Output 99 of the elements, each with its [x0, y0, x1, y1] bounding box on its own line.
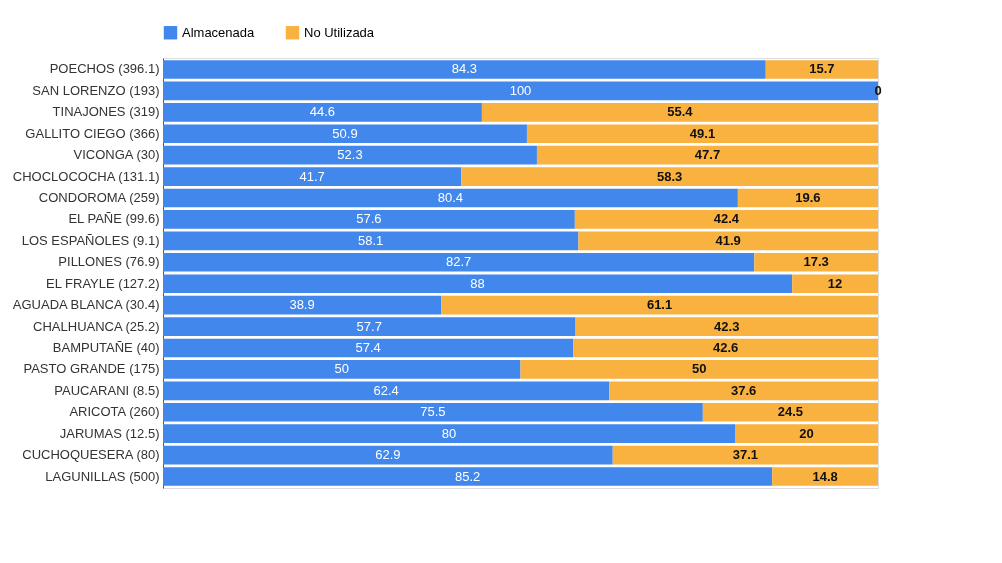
data-label: 20: [799, 425, 814, 441]
bar: [163, 124, 527, 144]
data-label: 57.6: [356, 211, 382, 227]
y-tick-label: CHALHUANCA (25.2): [33, 318, 160, 334]
data-label: 88: [470, 275, 485, 291]
bar: [163, 317, 576, 336]
data-label: 42.6: [713, 339, 739, 355]
bar: [735, 424, 878, 444]
data-label: 52.3: [337, 147, 363, 163]
y-tick-label: ARICOTA (260): [69, 404, 160, 420]
y-tick-label: BAMPUTAÑE (40): [52, 339, 160, 355]
bar: [163, 274, 793, 294]
bar: [526, 124, 878, 144]
bar: [574, 210, 878, 229]
y-tick-label: LOS ESPAÑOLES (9.1): [21, 232, 160, 248]
y-tick-label: LAGUNILLAS (500): [45, 468, 160, 484]
bar: [481, 102, 878, 122]
data-label: 41.7: [299, 168, 325, 184]
y-tick-label: VICONGA (30): [73, 147, 160, 163]
data-label: 55.4: [667, 104, 694, 120]
bar: [163, 424, 735, 444]
data-label: 14.8: [812, 468, 838, 484]
y-tick-label: PILLONES (76.9): [58, 254, 160, 270]
bar: [578, 231, 878, 251]
bar: [792, 274, 878, 294]
data-label: 38.9: [289, 297, 315, 313]
bar: [163, 102, 482, 122]
data-label: 61.1: [646, 297, 673, 313]
bar: [754, 252, 878, 272]
data-label: 17.3: [803, 254, 829, 270]
data-label: 37.6: [730, 382, 757, 398]
data-label: 57.4: [355, 339, 381, 355]
y-tick-label: PASTO GRANDE (175): [23, 361, 160, 377]
bar: [609, 381, 878, 401]
bar: [612, 445, 878, 465]
bar: [536, 145, 878, 165]
bar: [772, 467, 878, 486]
data-label: 100: [509, 82, 532, 98]
bar: [163, 295, 442, 315]
bar: [163, 188, 738, 208]
data-label: 80.4: [437, 190, 464, 206]
data-label: 57.7: [356, 318, 382, 334]
data-label: 75.5: [420, 404, 446, 420]
bar: [163, 360, 521, 379]
legend-label: No Utilizada: [304, 24, 375, 40]
y-tick-label: EL FRAYLE (127.2): [46, 275, 160, 291]
y-tick-label: TINAJONES (319): [52, 104, 160, 120]
bar: [163, 145, 537, 165]
y-tick-label: CUCHOQUESERA (80): [22, 447, 160, 463]
bar: [461, 167, 878, 186]
data-label: 50: [334, 361, 349, 377]
data-label: 50: [692, 361, 707, 377]
data-label: 15.7: [809, 61, 835, 77]
bar: [163, 167, 462, 186]
y-tick-label: SAN LORENZO (193): [32, 82, 160, 98]
y-tick-label: POECHOS (396.1): [49, 61, 160, 77]
data-label: 42.3: [714, 318, 740, 334]
y-tick-label: JARUMAS (12.5): [59, 425, 160, 441]
y-tick-label: EL PAÑE (99.6): [68, 211, 160, 227]
data-label: 19.6: [795, 190, 821, 206]
bar: [702, 402, 878, 422]
y-tick-label: PAUCARANI (8.5): [54, 382, 160, 398]
y-tick-label: CHOCLOCOCHA (131.1): [12, 168, 160, 184]
bar: [163, 231, 579, 251]
bar: [765, 60, 878, 79]
bar: [575, 317, 878, 336]
data-label: 41.9: [715, 232, 741, 248]
data-label: 62.9: [375, 447, 401, 463]
data-label: 37.1: [732, 447, 759, 463]
data-label: 12: [827, 275, 843, 291]
data-label: 50.9: [332, 125, 358, 141]
data-label: 80: [441, 425, 457, 441]
bar: [573, 338, 878, 358]
data-label: 47.7: [694, 147, 721, 163]
data-label: 84.3: [451, 61, 478, 77]
bar: [520, 360, 878, 379]
bar: [163, 445, 613, 465]
bar: [163, 60, 766, 79]
bar: [441, 295, 878, 315]
bar: [163, 402, 703, 422]
data-label: 24.5: [777, 404, 804, 420]
bar: [737, 188, 878, 208]
data-label: 58.3: [656, 168, 683, 184]
data-label: 82.7: [446, 254, 472, 270]
bar: [163, 381, 610, 401]
bar: [163, 467, 773, 486]
y-tick-label: CONDOROMA (259): [38, 190, 160, 206]
data-label: 44.6: [309, 104, 336, 120]
data-label: 58.1: [358, 232, 384, 248]
legend-label: Almacenada: [182, 24, 256, 40]
data-label: 62.4: [373, 382, 399, 398]
bar: [163, 252, 755, 272]
data-label: 49.1: [689, 125, 716, 141]
data-label: 85.2: [454, 468, 481, 484]
y-tick-label: GALLITO CIEGO (366): [25, 125, 160, 141]
bar: [163, 338, 574, 358]
data-label: 42.4: [713, 211, 740, 227]
bar: [163, 210, 575, 229]
y-tick-label: AGUADA BLANCA (30.4): [12, 297, 160, 313]
